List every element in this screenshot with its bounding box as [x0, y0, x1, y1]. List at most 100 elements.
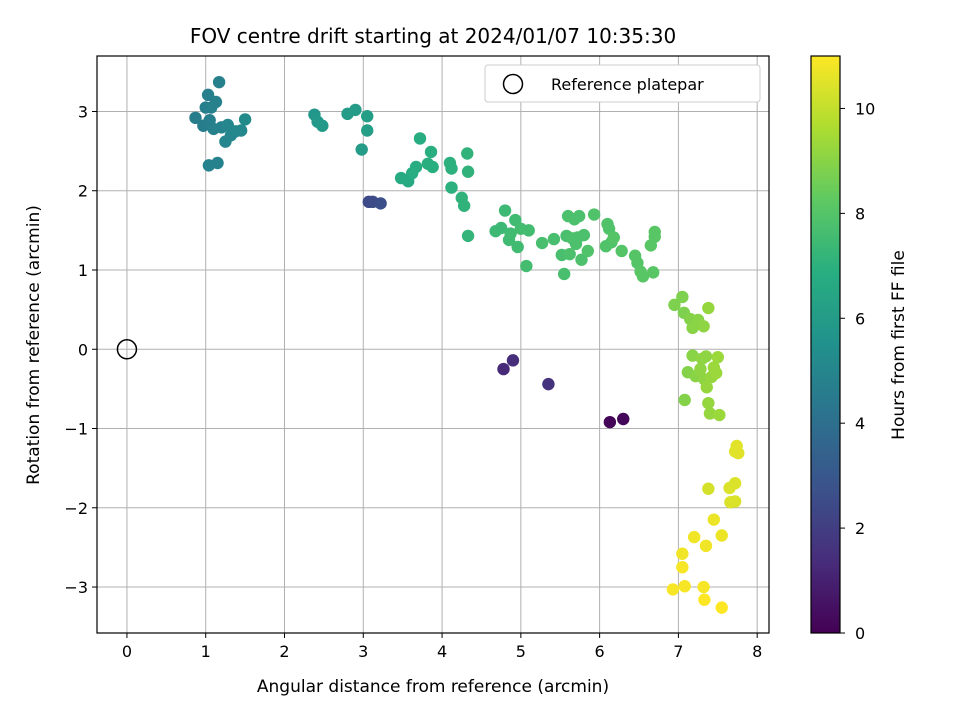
reference-platepar-marker [116, 339, 138, 360]
data-point [209, 95, 223, 109]
data-point [711, 350, 724, 364]
y-tick-label: −2 [64, 499, 88, 518]
data-point [494, 221, 508, 235]
x-tick-label: 0 [122, 642, 132, 661]
data-point [424, 145, 438, 159]
data-point [211, 156, 224, 170]
y-tick-label: 2 [78, 182, 88, 201]
data-point [520, 259, 533, 273]
data-point [648, 230, 661, 243]
data-point [710, 366, 723, 380]
data-point [728, 495, 742, 508]
data-point [728, 477, 742, 490]
y-tick-label: 3 [78, 102, 88, 121]
colorbar-tick-label: 0 [855, 624, 865, 643]
x-tick-label: 6 [595, 642, 605, 661]
data-point [732, 446, 745, 460]
data-point [511, 240, 524, 254]
data-point [522, 224, 535, 237]
data-point [603, 415, 617, 429]
chart-title: FOV centre drift starting at 2024/01/07 … [190, 24, 676, 48]
legend-box [484, 64, 761, 103]
x-tick-label: 1 [201, 642, 211, 661]
data-point [702, 482, 715, 495]
data-point [707, 513, 721, 526]
data-point [238, 113, 252, 126]
data-point [617, 412, 630, 426]
data-point [694, 362, 707, 376]
legend-label: Reference platepar [551, 75, 704, 94]
data-point [715, 529, 728, 542]
data-point [497, 362, 510, 376]
data-point [607, 231, 621, 244]
x-tick-label: 7 [673, 642, 683, 661]
data-point [715, 601, 728, 614]
data-point [409, 160, 423, 174]
colorbar-tick-label: 10 [855, 99, 875, 118]
y-tick-label: 0 [78, 340, 88, 359]
data-point [361, 124, 374, 137]
data-point [572, 209, 586, 223]
data-point [189, 111, 202, 125]
plot-frame [96, 55, 770, 634]
data-point [426, 160, 439, 174]
data-point [698, 593, 711, 606]
colorbar-tick-label: 4 [855, 414, 865, 433]
data-point [201, 88, 215, 102]
data-point [697, 320, 710, 333]
data-point [504, 227, 517, 240]
data-point [577, 228, 591, 242]
data-point [699, 350, 713, 363]
data-point [713, 408, 726, 422]
x-tick-label: 3 [358, 642, 368, 661]
y-tick-label: −1 [64, 420, 88, 439]
colorbar-tick-label: 8 [855, 204, 865, 223]
grid-lines [97, 56, 769, 633]
data-point [686, 349, 699, 362]
data-point [461, 229, 475, 243]
colorbar: 0 2 4 6 8 10 Hours from first FF file [810, 55, 909, 643]
data-point [687, 530, 701, 544]
data-point [697, 580, 710, 594]
data-point [557, 267, 571, 281]
data-point [316, 119, 329, 132]
data-point [703, 407, 717, 420]
data-point [666, 583, 680, 596]
x-tick-label: 5 [516, 642, 526, 661]
data-point [676, 561, 689, 574]
data-point [615, 244, 628, 258]
x-axis-label: Angular distance from reference (arcmin) [257, 677, 609, 697]
data-points [189, 75, 745, 614]
x-tick-label: 4 [437, 642, 447, 661]
data-point [676, 290, 689, 304]
data-point [563, 247, 576, 261]
x-axis-ticks: 0 1 2 3 4 5 6 7 8 [122, 633, 762, 661]
data-point [542, 377, 555, 391]
y-axis-label: Rotation from reference (arcmin) [24, 205, 44, 485]
data-point [699, 539, 713, 553]
data-point [678, 580, 691, 593]
data-point [461, 147, 474, 160]
colorbar-label: Hours from first FF file [889, 250, 909, 440]
data-point [700, 381, 713, 394]
y-tick-label: −3 [64, 578, 88, 597]
data-point [374, 197, 387, 210]
data-point [445, 181, 458, 194]
colorbar-tick-label: 2 [855, 519, 865, 538]
data-point [678, 393, 691, 407]
data-point [636, 270, 650, 283]
data-point [581, 244, 595, 258]
data-point [676, 547, 689, 560]
data-point [461, 165, 475, 178]
data-point [575, 253, 588, 266]
data-point [646, 266, 660, 279]
legend-reference-icon [502, 73, 524, 95]
data-point [457, 199, 471, 212]
data-point [413, 132, 427, 145]
data-point [355, 143, 368, 156]
data-point [506, 354, 520, 367]
colorbar-tick-label: 6 [855, 309, 865, 328]
colorbar-gradient [810, 55, 841, 634]
data-point [668, 298, 681, 312]
